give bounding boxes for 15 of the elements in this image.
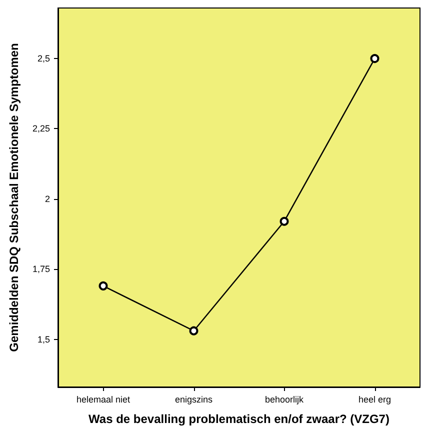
y-tick-label: 2 xyxy=(44,194,50,204)
point xyxy=(189,326,198,336)
point xyxy=(280,216,289,226)
y-tick-label: 2,5 xyxy=(37,54,50,64)
y-axis-title: Gemiddelden SDQ Subschaal Emotionele Symptomen xyxy=(7,43,21,352)
y-tick-label: 1,5 xyxy=(37,334,50,344)
x-tick-label: behoorlijk xyxy=(264,394,304,404)
x-axis-title: Was de bevalling problematisch en/of zwaar? (VZG7) xyxy=(88,412,390,426)
point xyxy=(98,281,108,290)
x-tick-label: heel erg xyxy=(358,394,392,404)
y-tick-label: 1,75 xyxy=(32,264,50,274)
x-tick-label: enigszins xyxy=(174,394,214,404)
point xyxy=(370,54,380,64)
y-tick-label: 2,25 xyxy=(32,124,50,134)
x-tick-label: helemaal niet xyxy=(76,394,131,404)
